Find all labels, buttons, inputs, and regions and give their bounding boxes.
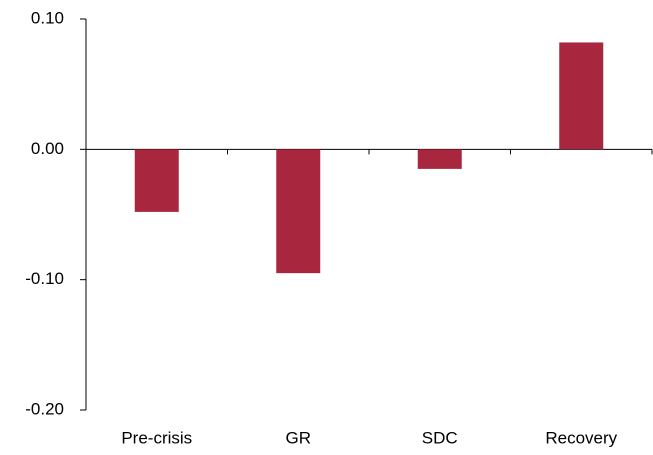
y-tick-label: 0.00 — [31, 139, 64, 158]
x-tick-label: SDC — [422, 428, 458, 447]
y-tick-label: -0.10 — [25, 269, 64, 288]
y-tick-label: -0.20 — [25, 399, 64, 418]
y-tick-label: 0.10 — [31, 8, 64, 27]
x-tick-label: Recovery — [545, 428, 617, 447]
x-tick-label: Pre-crisis — [121, 428, 192, 447]
bar — [417, 149, 462, 169]
bar — [559, 42, 604, 150]
bar — [134, 149, 179, 212]
bar — [276, 149, 321, 274]
x-tick-label: GR — [286, 428, 312, 447]
